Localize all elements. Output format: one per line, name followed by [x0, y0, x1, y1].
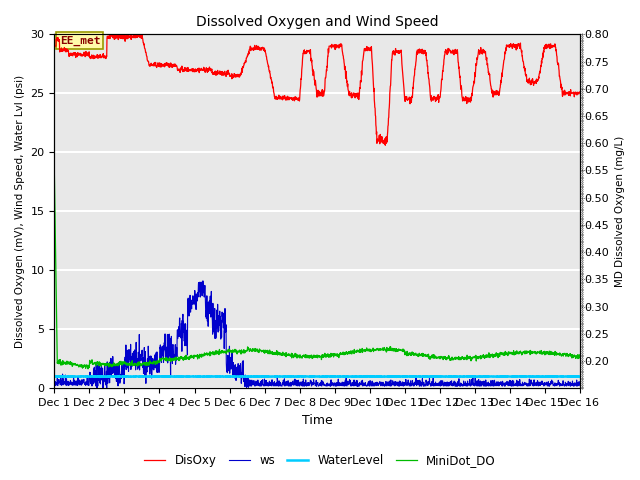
Y-axis label: MD Dissolved Oxygen (mg/L): MD Dissolved Oxygen (mg/L) [615, 136, 625, 287]
WaterLevel [51, 374, 58, 380]
Y-axis label: Dissolved Oxygen (mV), Wind Speed, Water Lvl (psi): Dissolved Oxygen (mV), Wind Speed, Water… [15, 75, 25, 348]
WaterLevel [561, 373, 569, 379]
X-axis label: Time: Time [301, 414, 333, 427]
Title: Dissolved Oxygen and Wind Speed: Dissolved Oxygen and Wind Speed [196, 15, 438, 29]
ws [561, 382, 569, 388]
Text: EE_met: EE_met [60, 36, 100, 46]
WaterLevel [307, 373, 314, 379]
Line: WaterLevel: WaterLevel [54, 376, 580, 377]
ws [292, 377, 300, 383]
ws [307, 377, 314, 383]
ws [576, 383, 584, 388]
MiniDot_DO [561, 350, 569, 356]
DisOxy [77, 53, 85, 59]
MiniDot_DO [465, 356, 472, 361]
Line: MiniDot_DO: MiniDot_DO [54, 176, 580, 369]
ws [51, 380, 58, 386]
ws [465, 381, 472, 387]
WaterLevel [465, 374, 472, 380]
DisOxy [307, 51, 314, 57]
WaterLevel [292, 373, 300, 379]
DisOxy [561, 92, 569, 98]
MiniDot_DO [84, 366, 92, 372]
MiniDot_DO [561, 351, 568, 357]
Legend: DisOxy, ws, WaterLevel, MiniDot_DO: DisOxy, ws, WaterLevel, MiniDot_DO [140, 449, 500, 472]
DisOxy [381, 143, 389, 148]
WaterLevel [561, 373, 569, 379]
MiniDot_DO [77, 362, 85, 368]
DisOxy [576, 89, 584, 95]
ws [93, 385, 101, 391]
ws [561, 383, 569, 388]
MiniDot_DO [292, 352, 300, 358]
MiniDot_DO [576, 354, 584, 360]
MiniDot_DO [307, 352, 314, 358]
Line: DisOxy: DisOxy [54, 31, 580, 145]
WaterLevel [96, 374, 104, 380]
ws [199, 278, 207, 284]
WaterLevel [154, 373, 161, 379]
ws [77, 383, 85, 388]
WaterLevel [77, 373, 85, 379]
WaterLevel [576, 374, 584, 380]
DisOxy [108, 28, 115, 34]
MiniDot_DO [51, 173, 58, 179]
DisOxy [51, 43, 58, 49]
DisOxy [561, 90, 569, 96]
Line: ws: ws [54, 281, 580, 388]
DisOxy [292, 95, 300, 100]
DisOxy [465, 97, 472, 103]
